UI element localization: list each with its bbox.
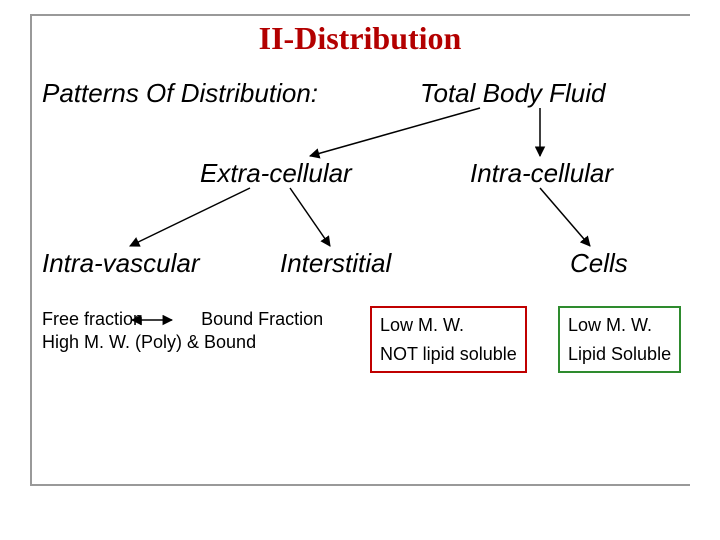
label-patterns: Patterns Of Distribution: — [42, 78, 318, 109]
box-interstitial: Low M. W. NOT lipid soluble — [370, 306, 527, 373]
node-total-body-fluid: Total Body Fluid — [420, 78, 605, 109]
box-cells: Low M. W. Lipid Soluble — [558, 306, 681, 373]
box-interstitial-line2: NOT lipid soluble — [380, 343, 517, 366]
page-title: II-Distribution — [0, 20, 720, 57]
node-extra-cellular: Extra-cellular — [200, 158, 352, 189]
high-mw-text: High M. W. (Poly) & Bound — [42, 332, 256, 352]
connector-arrow — [540, 188, 590, 246]
node-cells: Cells — [570, 248, 628, 279]
free-fraction-text: Free fraction — [42, 309, 143, 329]
node-intra-vascular: Intra-vascular — [42, 248, 200, 279]
frame-left — [30, 14, 32, 484]
frame-top — [30, 14, 690, 16]
box-interstitial-line1: Low M. W. — [380, 314, 517, 337]
connector-arrow — [130, 188, 250, 246]
box-cells-line2: Lipid Soluble — [568, 343, 671, 366]
frame-bottom — [30, 484, 690, 486]
node-interstitial: Interstitial — [280, 248, 391, 279]
bound-fraction-text: Bound Fraction — [201, 309, 323, 329]
box-cells-line1: Low M. W. — [568, 314, 671, 337]
node-intra-cellular: Intra-cellular — [470, 158, 613, 189]
intra-vascular-detail: Free fraction Bound Fraction High M. W. … — [42, 308, 323, 355]
connector-arrow — [310, 108, 480, 156]
connector-arrow — [290, 188, 330, 246]
